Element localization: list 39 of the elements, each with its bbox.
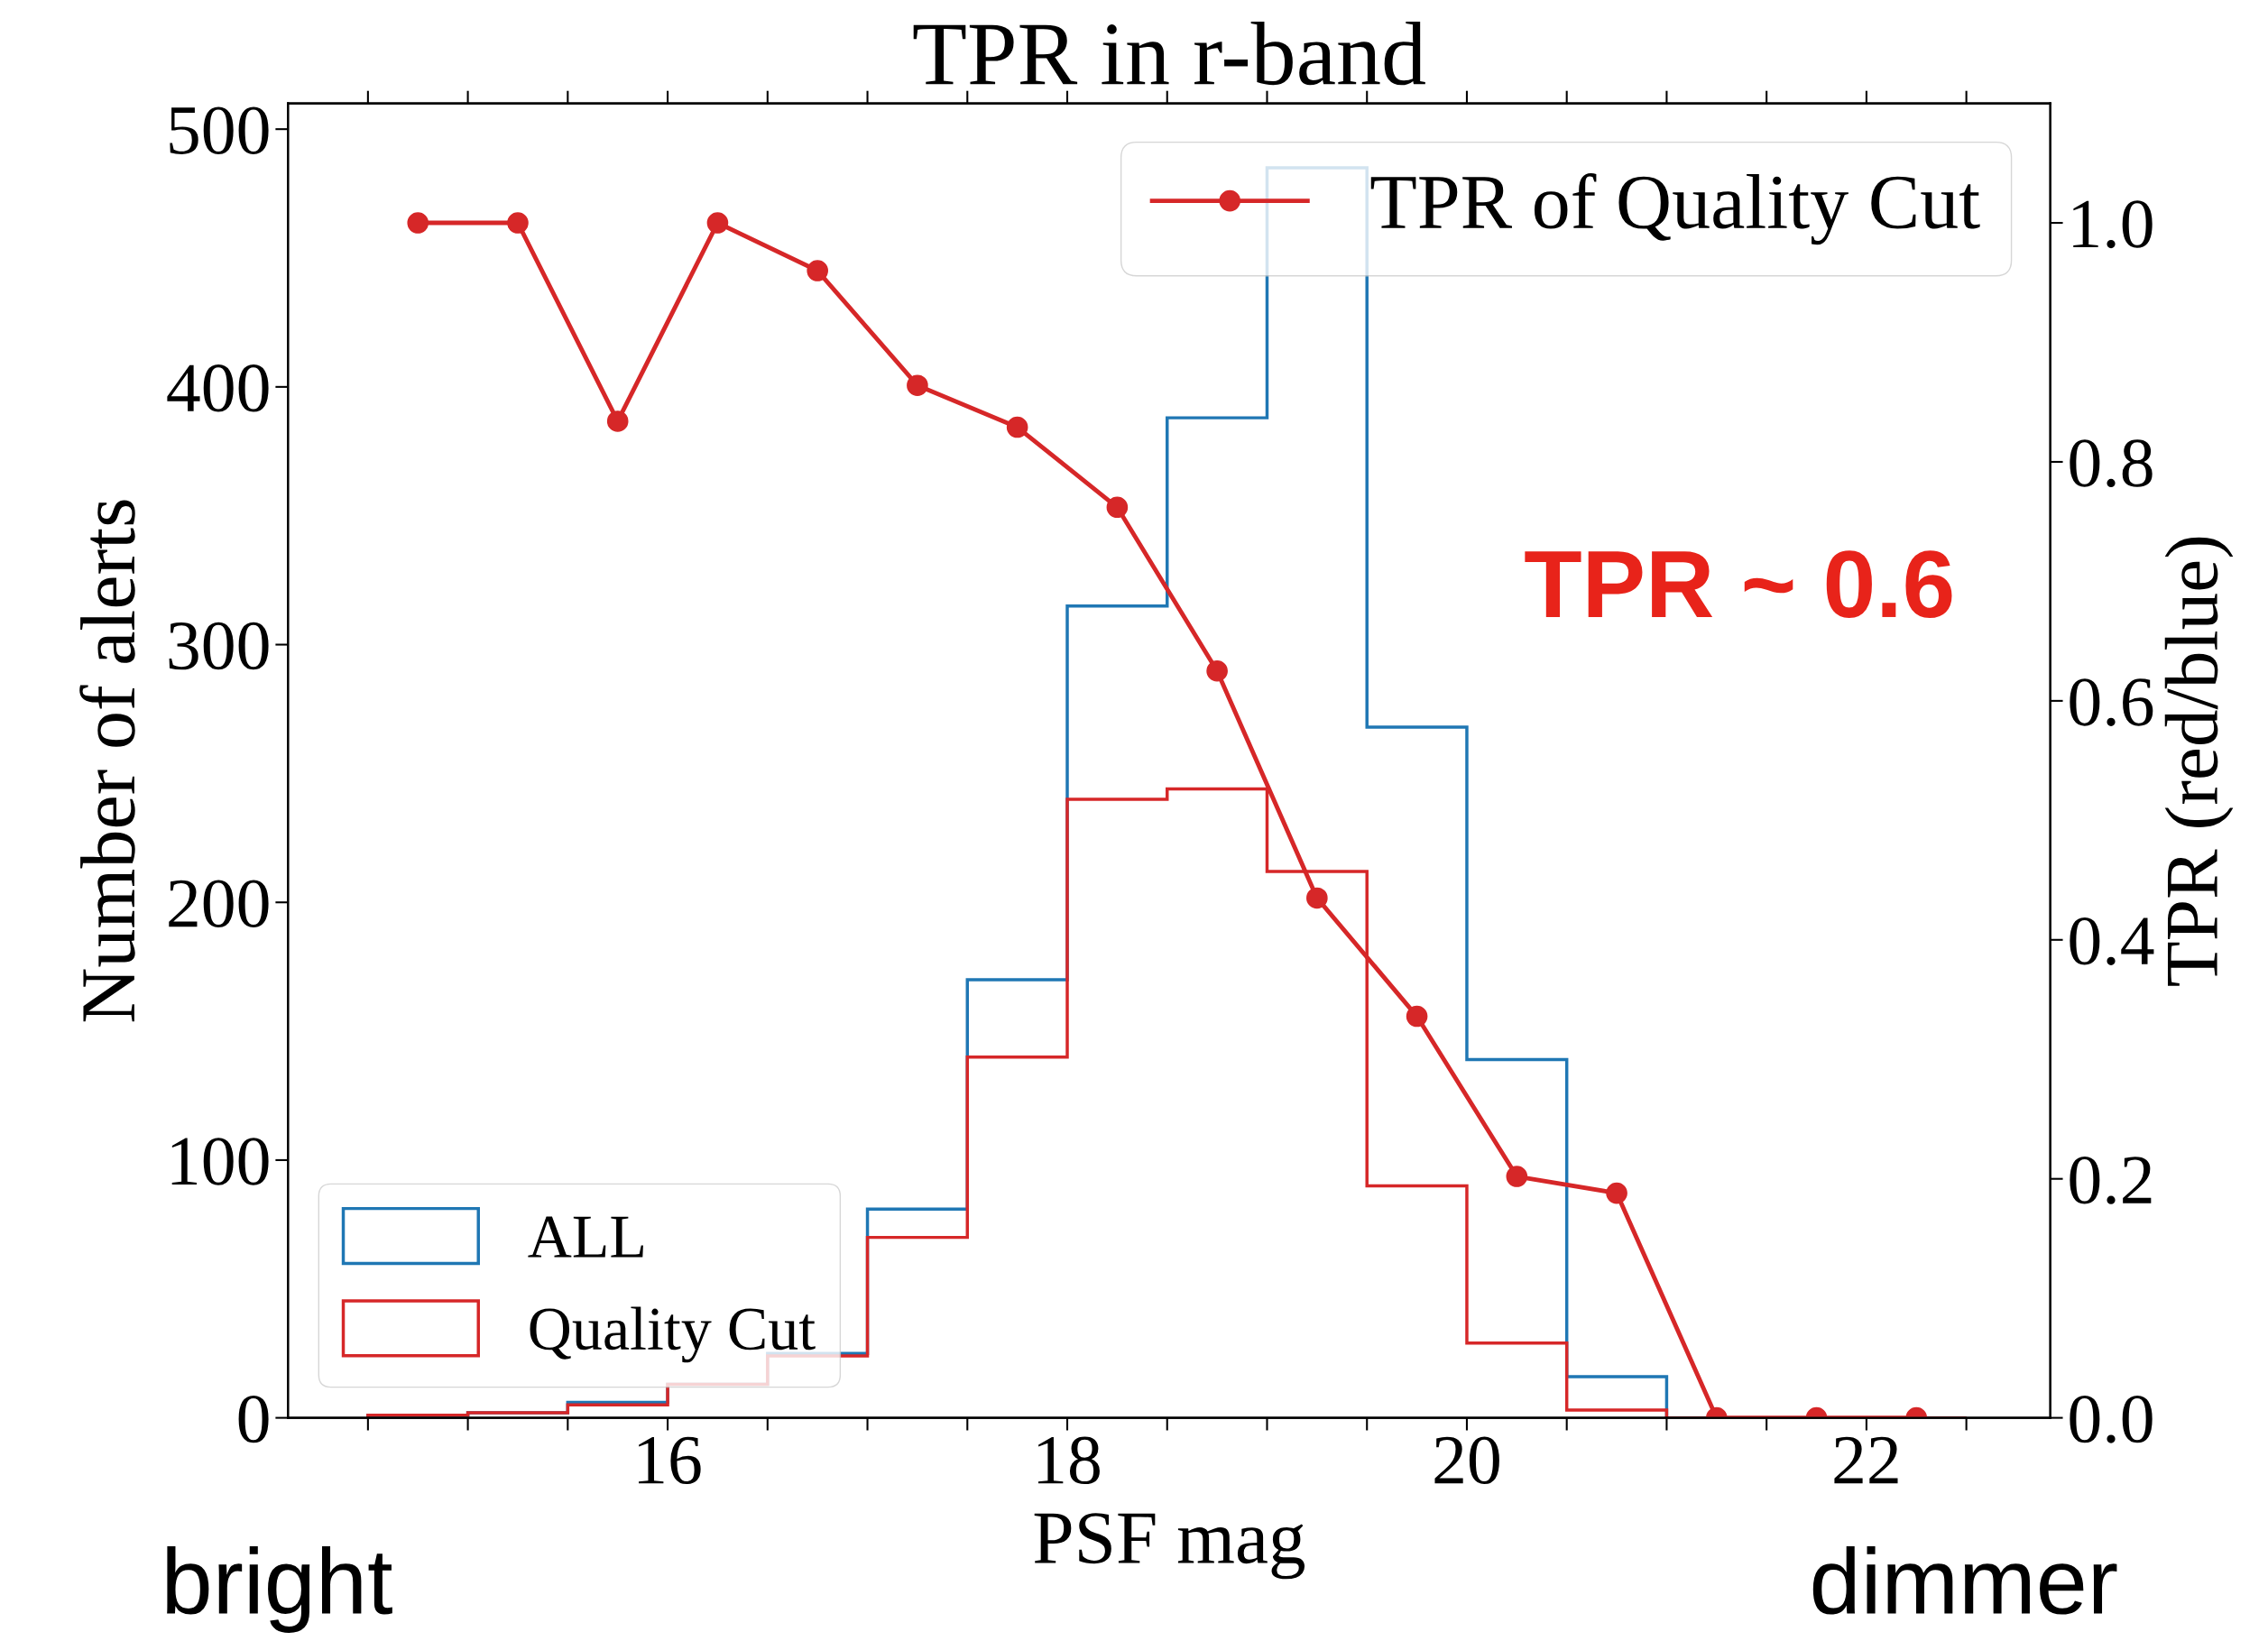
point [1106, 496, 1129, 519]
y-tick-label: 300 [169, 622, 269, 670]
point [1206, 659, 1228, 682]
point [807, 260, 828, 281]
y-axis-title: Number of alerts [79, 500, 135, 1022]
y2-tick-label: 0.8 [2070, 439, 2153, 488]
y2-tick-label: 0.4 [2070, 917, 2154, 965]
text: bright [167, 1546, 392, 1633]
y-tick-label: 400 [167, 364, 269, 412]
x-tick-label: 20 [1434, 1436, 1499, 1485]
x-tick-label: 16 [639, 1436, 701, 1485]
y-tick-label: 0 [238, 1395, 269, 1443]
text: dimmer [1812, 1546, 2117, 1615]
y2-tick-label: 1.0 [2073, 200, 2153, 249]
x-tick-label: 18 [1037, 1436, 1100, 1485]
point [1306, 887, 1328, 909]
legend-label: ALL [528, 1216, 643, 1258]
x-tick-label: 22 [1834, 1436, 1898, 1484]
y-tick-label: 200 [169, 880, 269, 927]
point [706, 212, 729, 234]
point [1006, 416, 1028, 438]
point [907, 374, 928, 397]
y2-tick-label: 0.0 [2070, 1395, 2153, 1443]
point [606, 410, 629, 432]
y-tick-label: 100 [171, 1138, 269, 1185]
point [1406, 1005, 1428, 1028]
y2-tick-label: 0.2 [2070, 1156, 2152, 1204]
chart-title: TPR in r-band [913, 21, 1425, 86]
y2-tick-label: 0.6 [2070, 678, 2153, 726]
point [407, 212, 429, 234]
x-axis-title: PSF mag [1034, 1513, 1305, 1580]
legend-label: TPR of Quality Cut [1370, 173, 1980, 245]
point [1606, 1182, 1627, 1204]
y2-axis-title: TPR (red/blue) [2164, 537, 2234, 986]
legend-label: Quality Cut [530, 1306, 816, 1363]
point [507, 212, 529, 234]
point [1506, 1166, 1528, 1187]
annotation: TPR ~ 0.6 [1525, 550, 1952, 618]
y-tick-label: 500 [170, 106, 269, 154]
